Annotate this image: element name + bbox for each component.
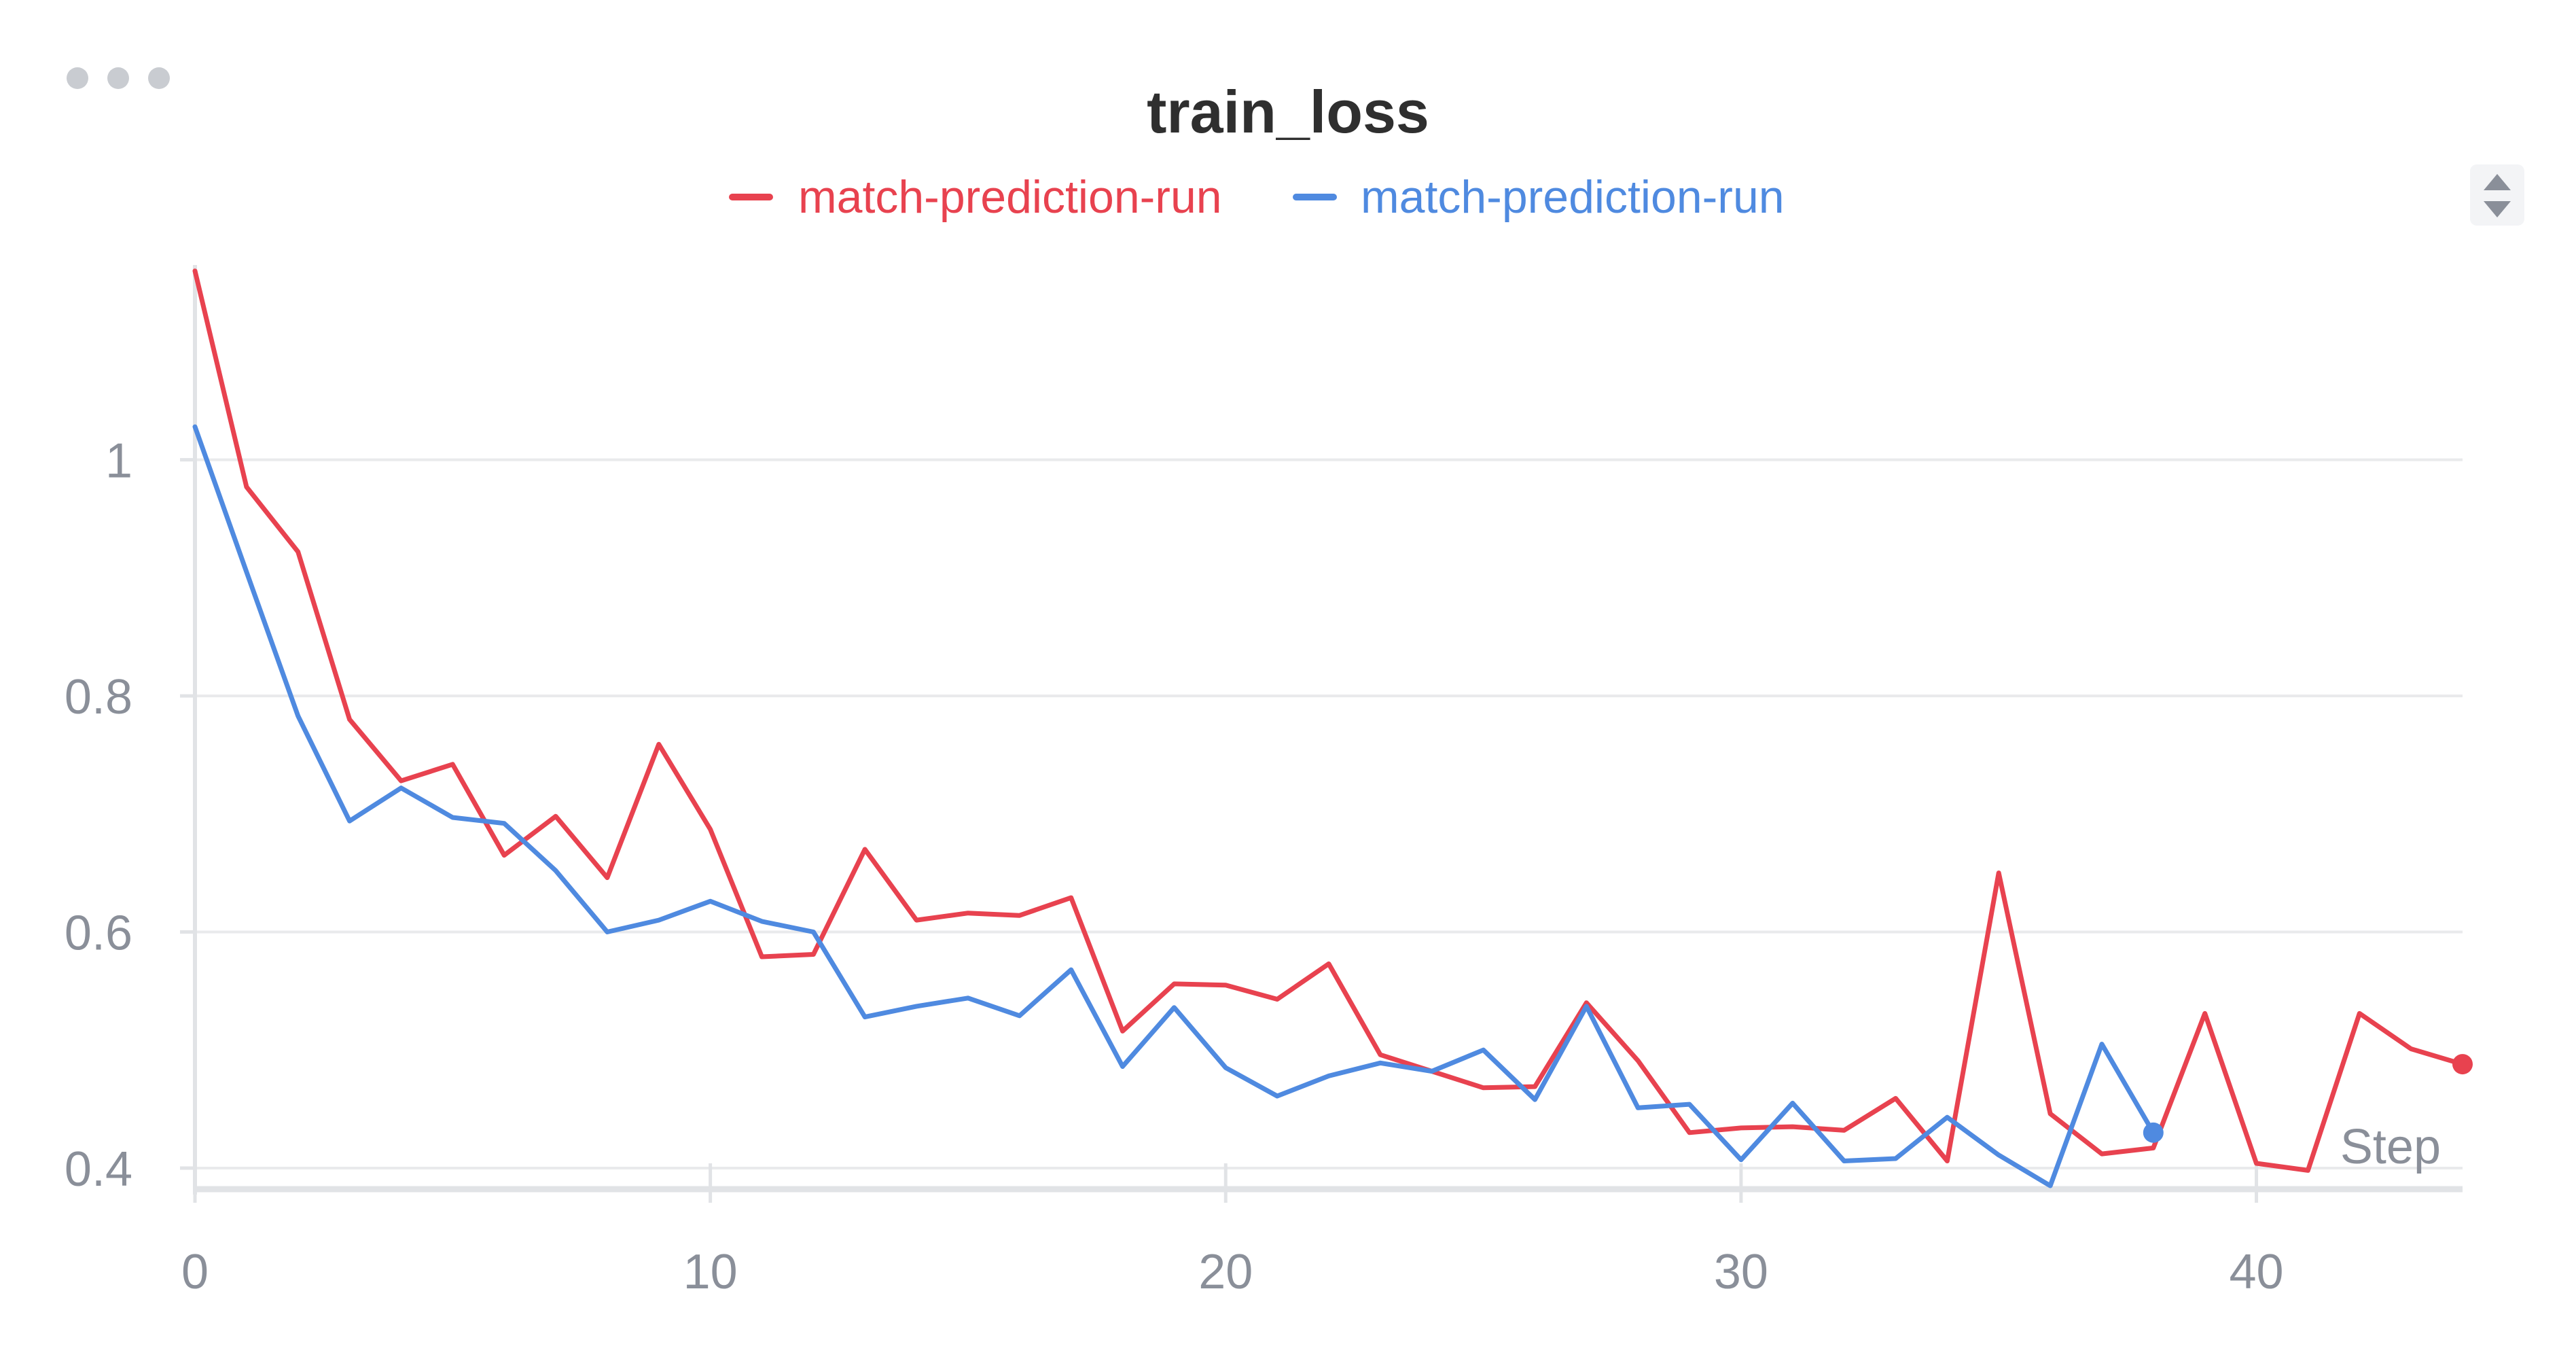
x-tick-labels: 0 10 20 30 40 <box>181 1245 2284 1299</box>
series-line-red[interactable] <box>192 268 2465 1173</box>
chart-title: train_loss <box>1147 78 1429 145</box>
y-tick-label: 0.4 <box>65 1142 132 1197</box>
x-tick-label: 10 <box>683 1245 738 1299</box>
y-tick-labels: 0.4 0.6 0.8 1 <box>65 434 132 1197</box>
series-line-blue[interactable] <box>192 424 2156 1188</box>
y-tick-label: 0.8 <box>65 670 132 724</box>
y-tick-label: 0.6 <box>65 906 132 961</box>
x-tick-label: 40 <box>2229 1245 2283 1299</box>
legend-label-red: match-prediction-run <box>798 171 1222 223</box>
x-axis-label: Step <box>2340 1120 2441 1174</box>
legend-item-red[interactable]: match-prediction-run <box>729 171 1222 223</box>
legend-label-blue: match-prediction-run <box>1361 171 1785 223</box>
x-tick-label: 30 <box>1714 1245 1768 1299</box>
legend-item-blue[interactable]: match-prediction-run <box>1293 171 1785 223</box>
grid-lines <box>180 458 2463 1203</box>
y-tick-label: 1 <box>105 434 132 489</box>
sort-up-down-icon[interactable] <box>2470 164 2524 226</box>
x-tick-label: 0 <box>181 1245 209 1299</box>
series-endpoint-red[interactable] <box>2452 1054 2473 1075</box>
x-tick-label: 20 <box>1198 1245 1253 1299</box>
more-horizontal-icon[interactable] <box>67 67 170 89</box>
series-lines <box>192 268 2473 1188</box>
series-endpoint-blue[interactable] <box>2143 1122 2164 1143</box>
chart-legend: match-prediction-run match-prediction-ru… <box>729 171 1785 223</box>
axes <box>193 265 2463 1195</box>
